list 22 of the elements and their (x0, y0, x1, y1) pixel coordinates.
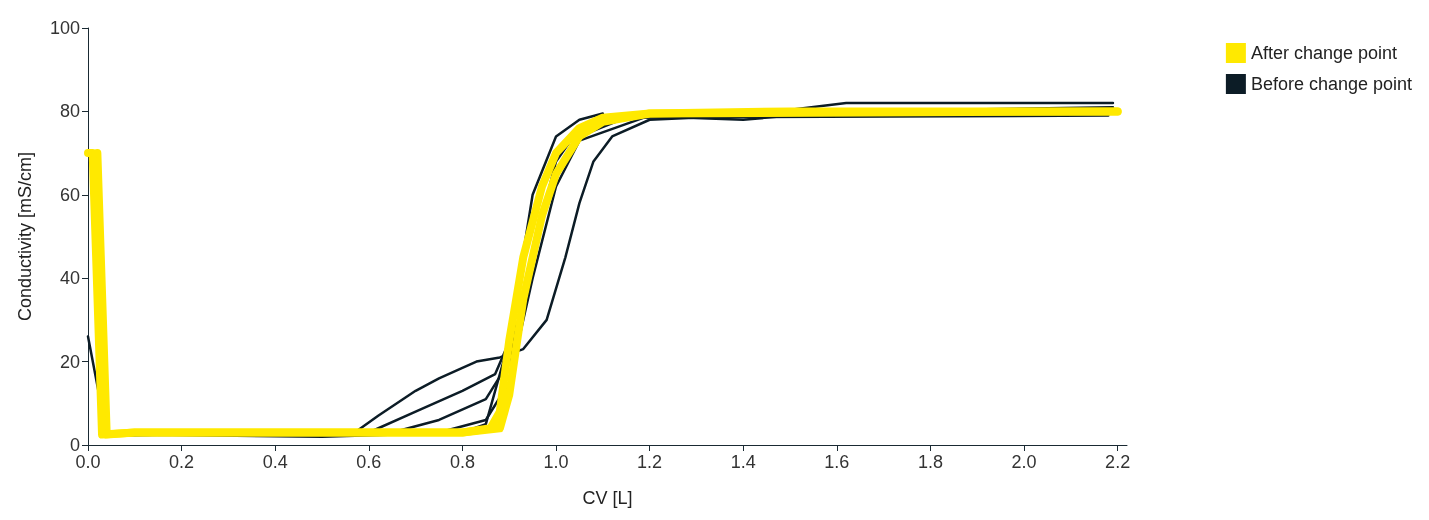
y-axis-title: Conductivity [mS/cm] (15, 151, 35, 322)
x-tick-label: 0.0 (75, 452, 101, 472)
x-tick-label: 0.8 (449, 452, 475, 472)
y-tick-label: 40 (59, 268, 80, 289)
x-tick-label: 0.2 (169, 452, 195, 472)
y-tick-label: 20 (59, 351, 80, 372)
x-tick-label: 1.2 (637, 452, 663, 472)
x-tick-label: 0.4 (262, 452, 288, 472)
y-tick-label: 60 (59, 184, 80, 205)
x-tick-label: 1.4 (730, 452, 756, 472)
x-tick-label: 1.0 (543, 452, 569, 472)
x-tick-label: 1.8 (917, 452, 943, 472)
legend-label: Before change point (1250, 74, 1412, 94)
legend-label: After change point (1250, 43, 1397, 63)
y-tick-label: 0 (69, 435, 80, 455)
x-tick-label: 2.2 (1105, 452, 1131, 472)
y-tick-label: 80 (59, 101, 80, 122)
x-axis-title: CV [L] (582, 488, 633, 508)
y-tick-label: 100 (49, 18, 80, 38)
x-tick-label: 2.0 (1011, 452, 1037, 472)
x-tick-label: 1.6 (824, 452, 850, 472)
x-tick-label: 0.6 (356, 452, 382, 472)
